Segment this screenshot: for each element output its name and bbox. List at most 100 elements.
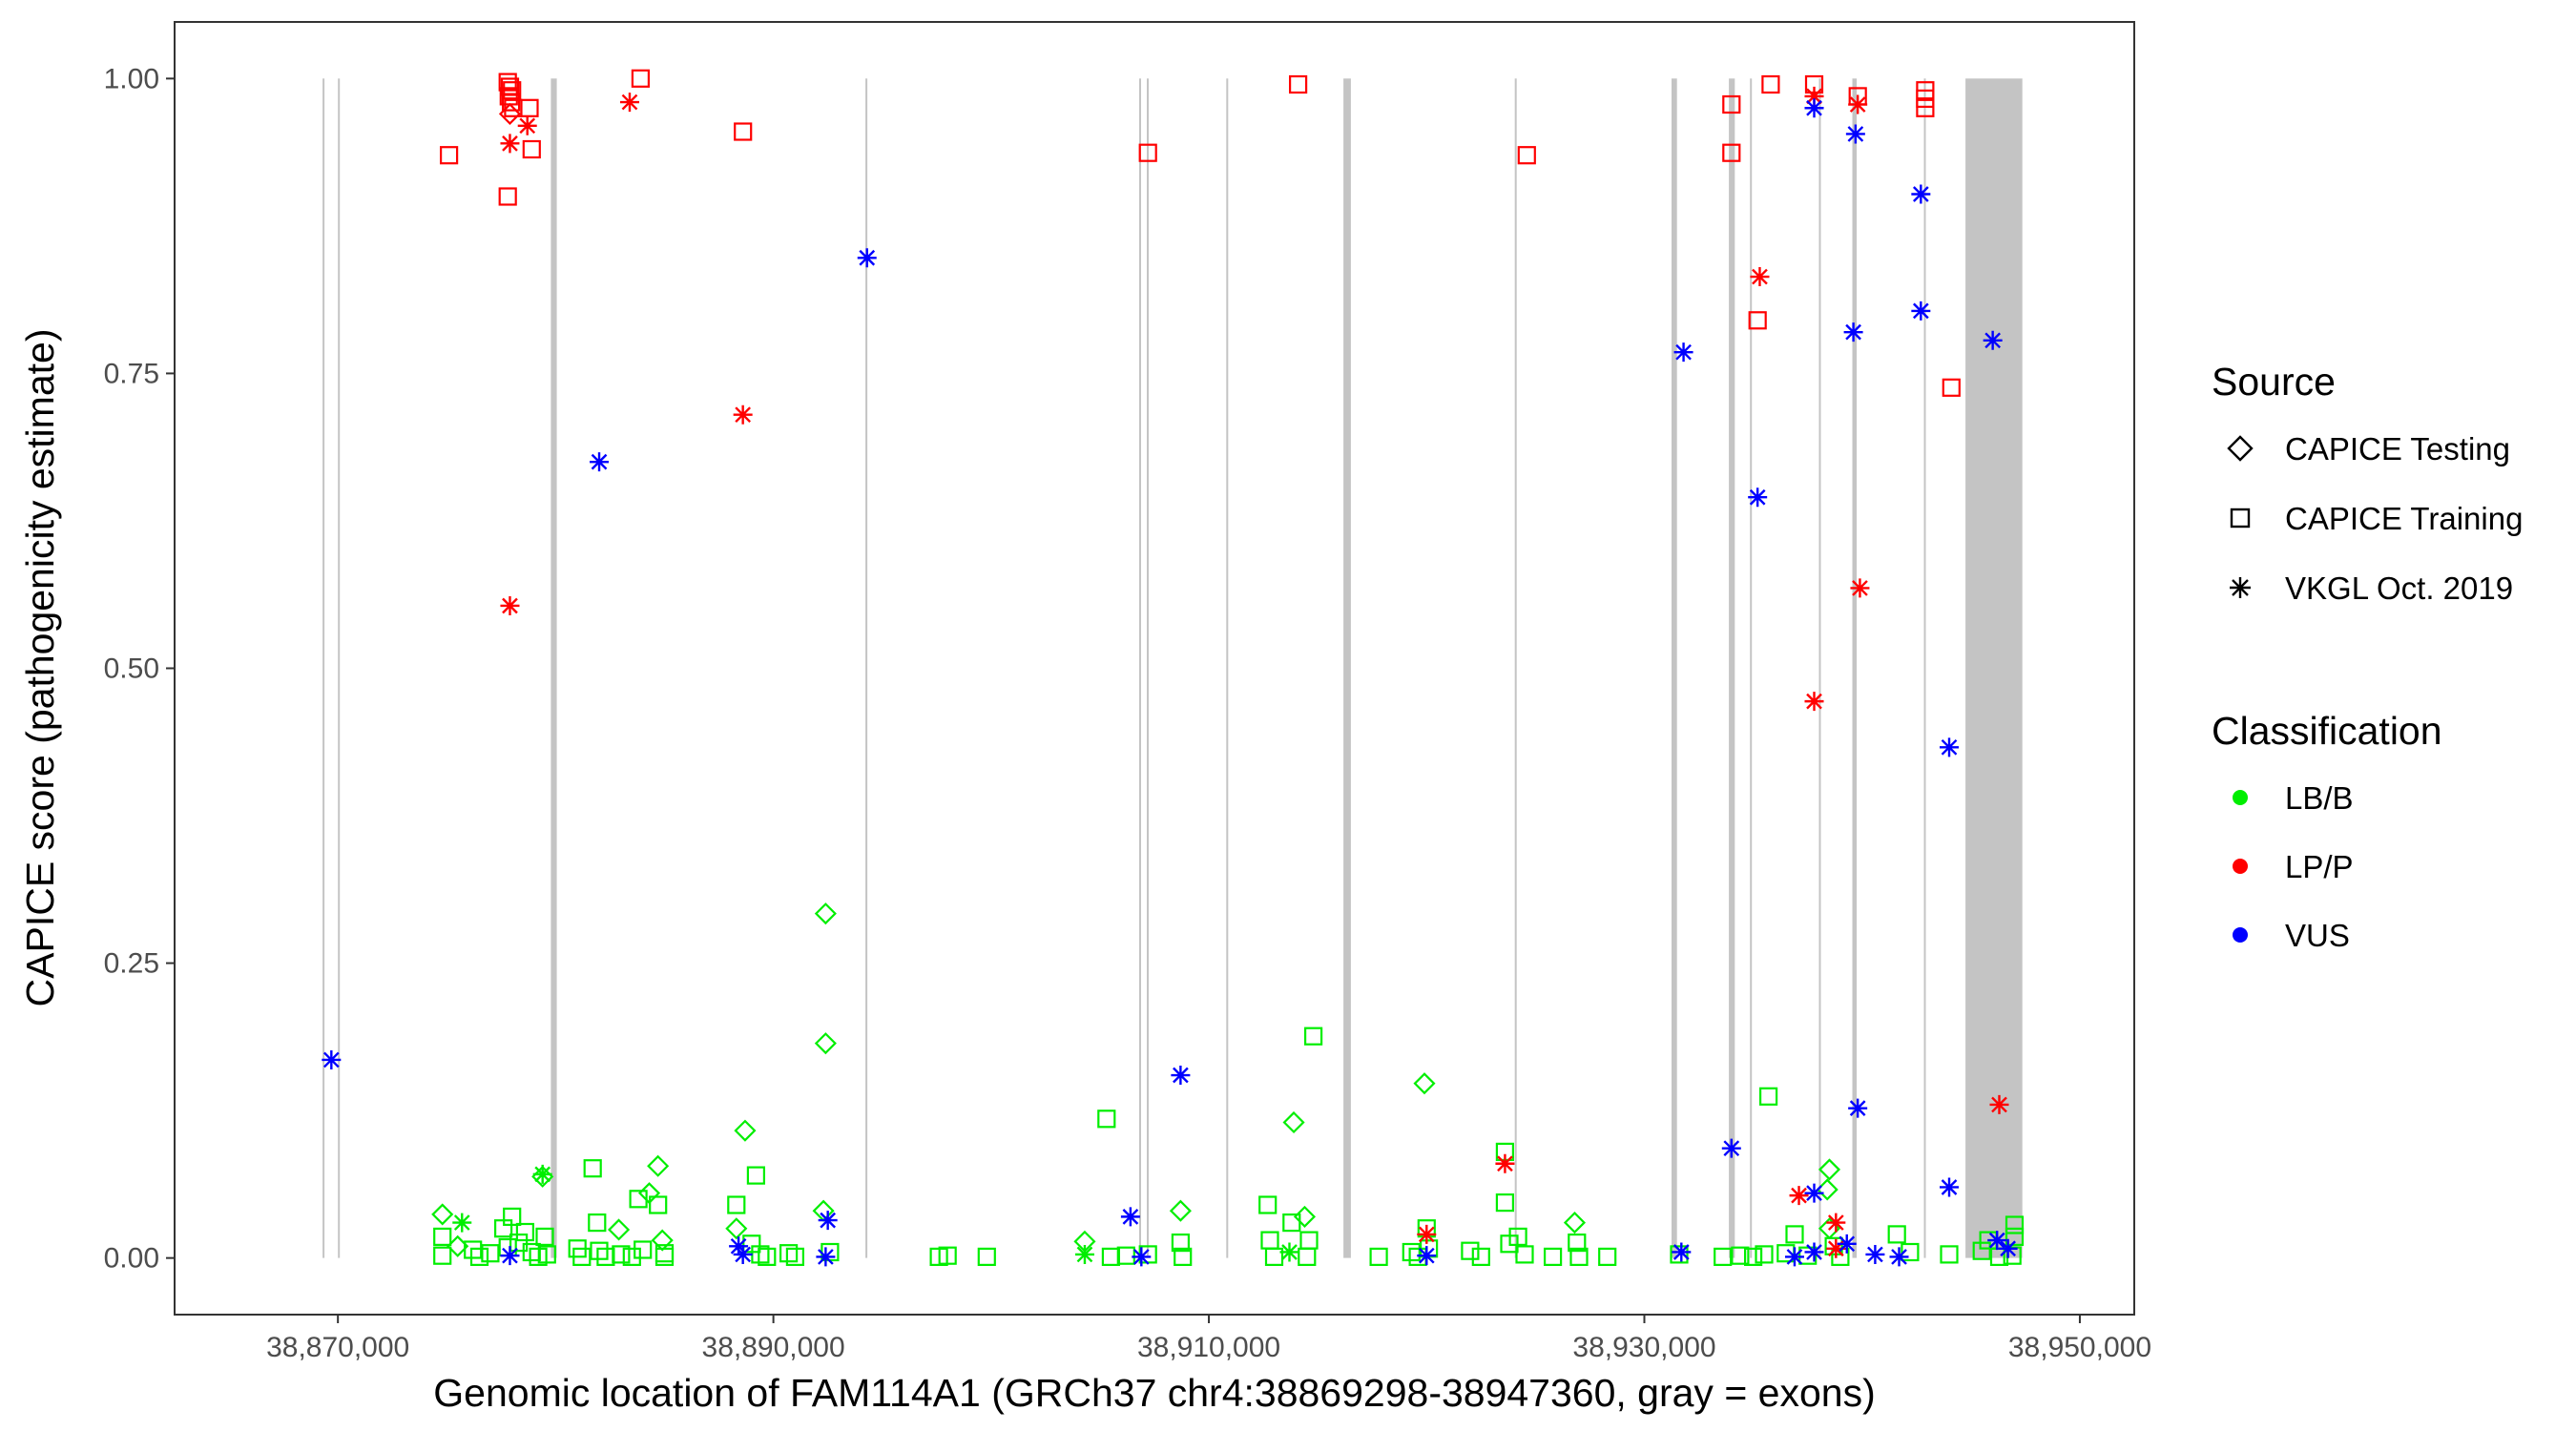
data-point-lb-b-square — [433, 1227, 452, 1247]
data-point-lp-p-square — [734, 122, 753, 141]
data-point-lp-p-square — [1748, 311, 1767, 330]
data-point-lb-b-square — [1495, 1192, 1515, 1213]
data-point-lp-p-asterisk — [500, 595, 520, 615]
legend-label-lpp: LP/P — [2285, 849, 2354, 884]
data-point-lp-p-square — [1722, 143, 1741, 162]
y-tick-label: 0.75 — [104, 358, 159, 389]
data-point-vus-asterisk — [1940, 737, 1960, 757]
exon-band-4 — [865, 78, 868, 1258]
data-point-lb-b-square — [590, 1241, 609, 1260]
exon-band-layer — [322, 78, 2023, 1258]
data-point-lp-p-square — [1138, 143, 1157, 162]
data-point-lp-p-square — [1722, 94, 1741, 114]
data-point-lb-b-diamond — [814, 1032, 837, 1055]
data-point-vus-asterisk — [1911, 184, 1931, 204]
data-point-lb-b-asterisk — [452, 1213, 472, 1233]
data-point-vus-asterisk — [1804, 98, 1824, 118]
diamond-icon — [2227, 435, 2254, 462]
data-point-lb-b-diamond — [1413, 1072, 1436, 1095]
data-point-lb-b-square — [1097, 1110, 1116, 1129]
data-point-lb-b-diamond — [1818, 1158, 1841, 1181]
data-point-lp-p-square — [631, 69, 651, 88]
data-point-lb-b-square — [1755, 1245, 1774, 1264]
exon-band-1 — [322, 78, 325, 1258]
data-point-vus-asterisk — [1940, 1177, 1960, 1197]
data-point-lb-b-square — [1940, 1245, 1959, 1264]
data-point-lb-b-diamond — [651, 1229, 674, 1252]
data-point-lb-b-square — [1543, 1247, 1563, 1267]
exon-band-8 — [1343, 78, 1351, 1258]
data-point-lb-b-square — [588, 1213, 607, 1233]
data-point-lb-b-diamond — [1293, 1205, 1317, 1228]
data-point-vus-asterisk — [1983, 330, 2003, 350]
data-point-vus-asterisk — [1673, 342, 1693, 363]
legend-label-capice-training: CAPICE Training — [2285, 501, 2523, 536]
data-point-lb-b-square — [1174, 1247, 1193, 1267]
asterisk-icon — [2230, 577, 2251, 598]
data-point-lb-b-square — [1743, 1247, 1763, 1267]
exon-band-16 — [1965, 78, 2023, 1258]
data-point-lp-p-asterisk — [1804, 692, 1824, 712]
data-point-vus-asterisk — [1865, 1244, 1885, 1264]
legend-label-vkgl: VKGL Oct. 2019 — [2285, 570, 2513, 606]
data-point-lb-b-square — [1758, 1087, 1778, 1106]
data-point-lb-b-square — [1116, 1246, 1135, 1265]
data-point-lp-p-asterisk — [1417, 1224, 1437, 1244]
data-point-lp-p-diamond — [498, 102, 522, 125]
data-point-vus-asterisk — [1911, 301, 1931, 321]
data-point-lb-b-square — [572, 1247, 592, 1267]
data-point-lb-b-asterisk — [532, 1164, 552, 1184]
data-point-vus-asterisk — [1417, 1246, 1437, 1266]
data-point-vus-asterisk — [1848, 1098, 1868, 1118]
data-point-lb-b-diamond — [1169, 1199, 1192, 1222]
legend-label-capice-testing: CAPICE Testing — [2285, 431, 2510, 467]
data-point-lb-b-square — [2005, 1227, 2025, 1247]
exon-band-7 — [1226, 78, 1229, 1258]
lbb-dot-icon — [2233, 790, 2248, 805]
data-point-vus-asterisk — [1804, 1183, 1824, 1203]
exon-band-11 — [1729, 78, 1735, 1258]
data-point-lb-b-diamond — [1563, 1212, 1587, 1234]
y-tick-label: 0.50 — [104, 653, 159, 685]
vus-dot-icon — [2233, 927, 2248, 943]
data-point-lb-b-square — [535, 1227, 554, 1247]
data-point-lp-p-asterisk — [1848, 94, 1868, 114]
square-icon — [2230, 508, 2251, 529]
data-point-lb-b-square — [537, 1245, 556, 1264]
legend-label-lbb: LB/B — [2285, 780, 2354, 816]
data-point-vus-asterisk — [500, 1246, 520, 1266]
x-axis: 38,870,000 38,890,000 38,910,000 38,930,000… — [266, 1315, 2151, 1363]
data-point-lb-b-square — [469, 1247, 489, 1267]
data-point-lb-b-diamond — [1282, 1110, 1305, 1134]
data-point-vus-asterisk — [1721, 1138, 1741, 1158]
data-point-lb-b-square — [746, 1166, 766, 1185]
data-point-lb-b-diamond — [814, 902, 837, 925]
data-point-lb-b-square — [785, 1247, 805, 1267]
y-tick-label: 1.00 — [104, 63, 159, 94]
data-point-lb-b-square — [2005, 1215, 2025, 1234]
data-point-lp-p-asterisk — [1750, 267, 1770, 287]
data-point-lb-b-square — [503, 1207, 522, 1227]
legend-source-title: Source — [2212, 360, 2336, 404]
data-point-vus-asterisk — [1171, 1066, 1191, 1086]
data-point-lp-p-asterisk — [1989, 1094, 2009, 1114]
data-point-lb-b-square — [1303, 1027, 1323, 1046]
data-point-lb-b-asterisk — [1279, 1242, 1299, 1262]
data-point-lb-b-square — [1508, 1227, 1527, 1247]
data-point-lb-b-square — [1264, 1247, 1284, 1267]
data-point-lp-p-asterisk — [733, 404, 753, 425]
exon-band-12 — [1750, 78, 1753, 1258]
data-point-lp-p-square — [1288, 74, 1308, 94]
legend-label-vus: VUS — [2285, 918, 2350, 953]
data-point-lb-b-square — [433, 1246, 452, 1265]
data-point-lp-p-square — [522, 139, 541, 159]
legend: Source CAPICE Testing CAPICE Training VK… — [2212, 360, 2523, 953]
legend-item-vkgl: VKGL Oct. 2019 — [2230, 570, 2513, 606]
exon-band-2 — [338, 78, 341, 1258]
data-point-lb-b-square — [1824, 1236, 1843, 1255]
y-tick-label: 0.25 — [104, 948, 159, 980]
data-point-vus-asterisk — [733, 1244, 753, 1264]
data-point-vus-asterisk — [1987, 1231, 2007, 1251]
data-point-lb-b-square — [1785, 1225, 1804, 1244]
